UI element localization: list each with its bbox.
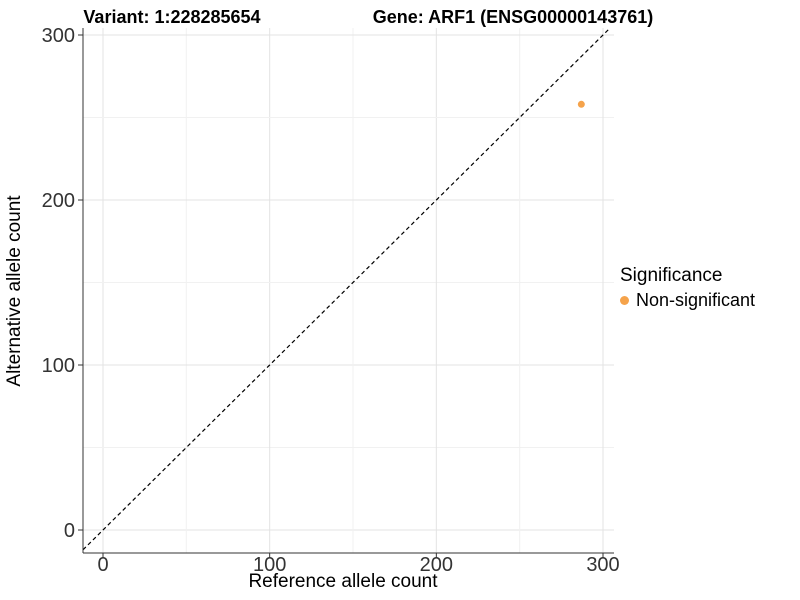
legend-point-icon <box>620 296 629 305</box>
legend-title: Significance <box>620 265 723 286</box>
y-tick-label: 100 <box>42 355 75 377</box>
identity-line <box>82 27 611 551</box>
legend-item-label: Non-significant <box>636 290 756 310</box>
y-axis-label: Alternative allele count <box>4 195 25 387</box>
y-tick-label: 300 <box>42 25 75 47</box>
x-tick-label: 300 <box>586 554 619 576</box>
legend: Significance Non-significant <box>620 265 755 311</box>
legend-item-non-significant: Non-significant <box>620 290 755 311</box>
x-tick-label: 100 <box>253 554 286 576</box>
y-tick-label: 0 <box>64 520 75 542</box>
x-tick-label: 0 <box>97 554 108 576</box>
data-point <box>577 100 585 108</box>
x-tick-label: 200 <box>420 554 453 576</box>
x-axis-label: Reference allele count <box>248 571 438 592</box>
y-tick-label: 200 <box>42 190 75 212</box>
gene-title: Gene: ARF1 (ENSG00000143761) <box>372 7 654 27</box>
variant-title: Variant: 1:228285654 <box>83 7 261 27</box>
